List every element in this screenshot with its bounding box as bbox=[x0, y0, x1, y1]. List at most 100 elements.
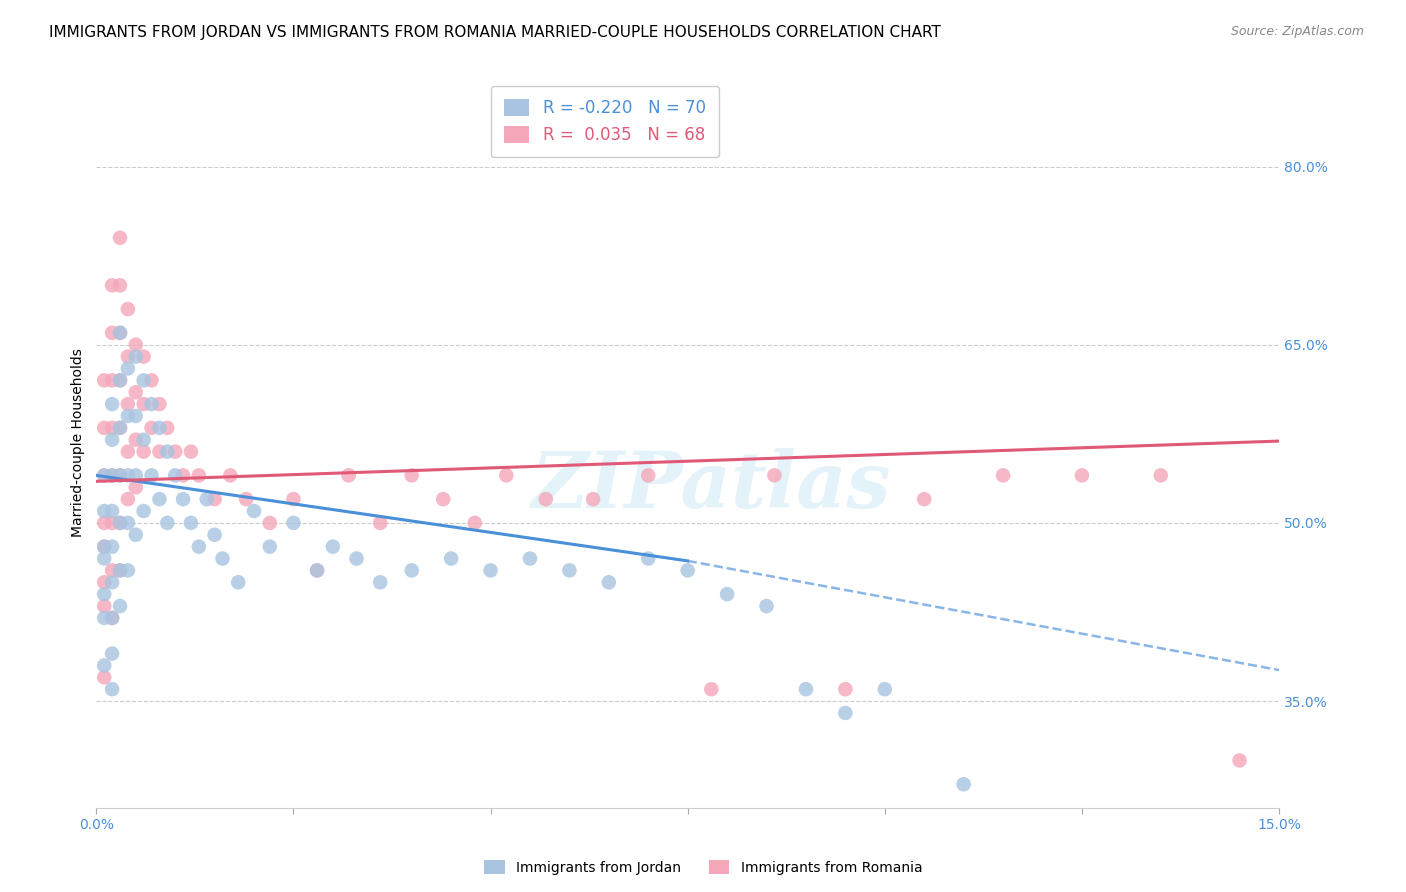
Point bbox=[637, 468, 659, 483]
Point bbox=[598, 575, 620, 590]
Point bbox=[219, 468, 242, 483]
Point bbox=[108, 326, 131, 340]
Point bbox=[93, 658, 115, 673]
Point bbox=[125, 337, 148, 351]
Point bbox=[519, 551, 541, 566]
Point bbox=[101, 421, 124, 435]
Point bbox=[108, 373, 131, 387]
Point bbox=[172, 492, 194, 507]
Point bbox=[165, 444, 187, 458]
Point bbox=[912, 492, 935, 507]
Point bbox=[156, 444, 179, 458]
Point bbox=[101, 516, 124, 530]
Point bbox=[873, 682, 896, 697]
Point bbox=[440, 551, 463, 566]
Point bbox=[534, 492, 557, 507]
Point bbox=[101, 611, 124, 625]
Point bbox=[132, 397, 155, 411]
Point bbox=[180, 516, 202, 530]
Point bbox=[125, 350, 148, 364]
Point bbox=[101, 682, 124, 697]
Point bbox=[108, 421, 131, 435]
Legend: R = -0.220   N = 70, R =  0.035   N = 68: R = -0.220 N = 70, R = 0.035 N = 68 bbox=[491, 86, 718, 157]
Point bbox=[226, 575, 249, 590]
Point bbox=[108, 516, 131, 530]
Point bbox=[117, 468, 139, 483]
Point bbox=[108, 599, 131, 613]
Point bbox=[132, 504, 155, 518]
Point bbox=[101, 575, 124, 590]
Point bbox=[464, 516, 486, 530]
Point bbox=[101, 468, 124, 483]
Point bbox=[479, 563, 502, 577]
Point bbox=[307, 563, 329, 577]
Point bbox=[283, 492, 305, 507]
Point bbox=[637, 551, 659, 566]
Point bbox=[834, 706, 856, 720]
Point bbox=[108, 563, 131, 577]
Point bbox=[368, 516, 391, 530]
Point bbox=[93, 468, 115, 483]
Point bbox=[132, 373, 155, 387]
Point bbox=[187, 540, 209, 554]
Point bbox=[108, 468, 131, 483]
Point bbox=[195, 492, 218, 507]
Point bbox=[117, 492, 139, 507]
Legend: Immigrants from Jordan, Immigrants from Romania: Immigrants from Jordan, Immigrants from … bbox=[478, 855, 928, 880]
Point bbox=[204, 528, 226, 542]
Point bbox=[117, 516, 139, 530]
Point bbox=[156, 516, 179, 530]
Point bbox=[952, 777, 974, 791]
Y-axis label: Married-couple Households: Married-couple Households bbox=[72, 348, 86, 537]
Point bbox=[117, 397, 139, 411]
Point bbox=[93, 540, 115, 554]
Point bbox=[93, 540, 115, 554]
Point bbox=[101, 647, 124, 661]
Point bbox=[141, 468, 163, 483]
Point bbox=[834, 682, 856, 697]
Point bbox=[101, 540, 124, 554]
Point bbox=[108, 563, 131, 577]
Point bbox=[322, 540, 344, 554]
Point bbox=[432, 492, 454, 507]
Point bbox=[93, 551, 115, 566]
Point bbox=[93, 421, 115, 435]
Point bbox=[108, 468, 131, 483]
Point bbox=[991, 468, 1014, 483]
Point bbox=[676, 563, 699, 577]
Point bbox=[755, 599, 778, 613]
Point bbox=[117, 361, 139, 376]
Point bbox=[93, 468, 115, 483]
Point bbox=[211, 551, 233, 566]
Point bbox=[495, 468, 517, 483]
Point bbox=[93, 670, 115, 684]
Point bbox=[101, 468, 124, 483]
Point bbox=[259, 516, 281, 530]
Text: ZIPatlas: ZIPatlas bbox=[531, 449, 891, 524]
Point bbox=[307, 563, 329, 577]
Point bbox=[132, 350, 155, 364]
Point bbox=[337, 468, 360, 483]
Point bbox=[125, 468, 148, 483]
Point bbox=[108, 373, 131, 387]
Point bbox=[148, 444, 170, 458]
Point bbox=[148, 492, 170, 507]
Point bbox=[401, 563, 423, 577]
Point bbox=[108, 231, 131, 245]
Point bbox=[117, 563, 139, 577]
Point bbox=[93, 516, 115, 530]
Point bbox=[93, 587, 115, 601]
Point bbox=[148, 397, 170, 411]
Point bbox=[141, 373, 163, 387]
Point bbox=[180, 444, 202, 458]
Point bbox=[283, 516, 305, 530]
Point bbox=[132, 444, 155, 458]
Point bbox=[125, 409, 148, 423]
Point bbox=[156, 421, 179, 435]
Point bbox=[101, 563, 124, 577]
Point bbox=[93, 611, 115, 625]
Point bbox=[125, 480, 148, 494]
Point bbox=[117, 301, 139, 316]
Point bbox=[101, 278, 124, 293]
Point bbox=[187, 468, 209, 483]
